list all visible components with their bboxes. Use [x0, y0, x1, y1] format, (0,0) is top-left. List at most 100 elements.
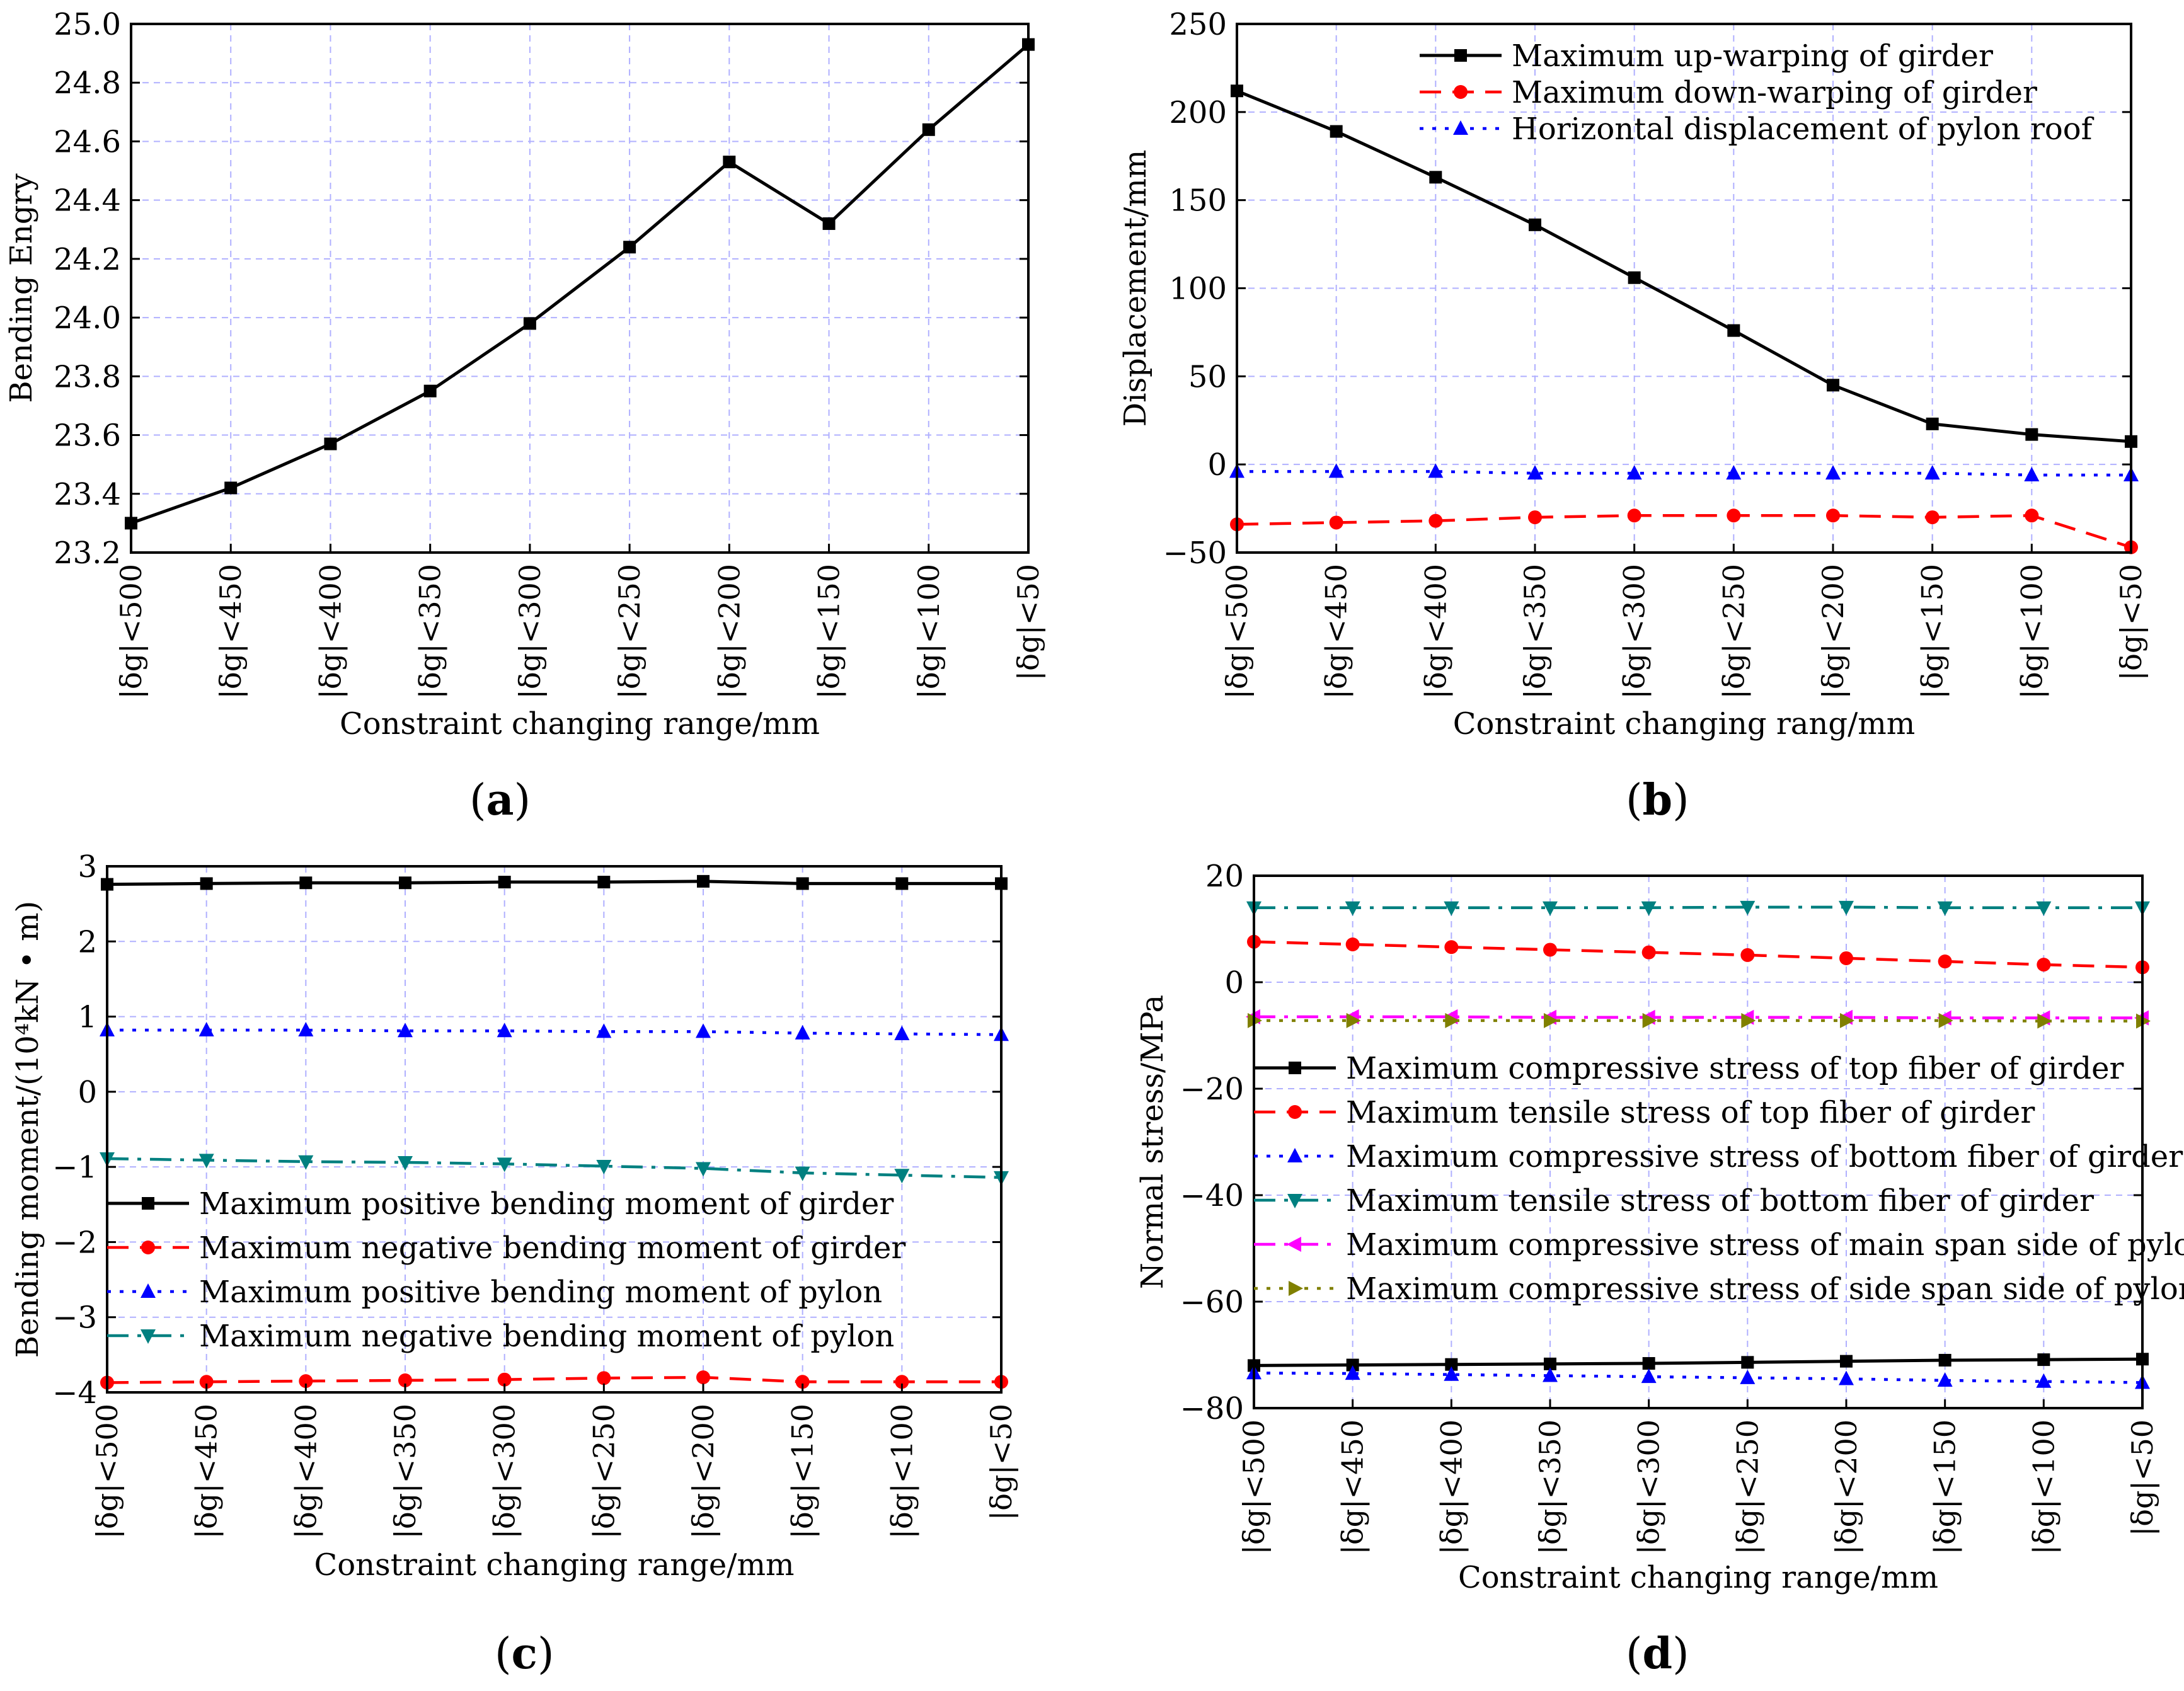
- data-point-d-2-8: [2036, 1373, 2052, 1388]
- plot-frame: [106, 865, 1003, 1394]
- x-tick-label: |δg|<150: [1916, 564, 1950, 699]
- data-point-c-2-7: [795, 1024, 810, 1040]
- x-tick-label: |δg|<500: [1220, 564, 1254, 699]
- legend-marker: [1289, 1062, 1301, 1074]
- legend-marker: [1454, 85, 1468, 99]
- chart-d: −80 −60 −40 −20 0 20 |δg|<500 |δg|<450 |δg|<400 |…: [1135, 859, 2184, 1595]
- data-point-b-2-6: [1825, 465, 1841, 480]
- x-tick-label: |δg|<500: [114, 564, 148, 699]
- x-tick-label: |δg|<350: [413, 564, 447, 699]
- data-point-b-1-2: [1428, 513, 1443, 528]
- data-point-a-0-3: [423, 384, 437, 398]
- data-point-c-3-8: [894, 1169, 910, 1184]
- legend-label: Maximum tensile stress of bottom fiber o…: [1346, 1183, 2094, 1218]
- data-point-b-1-6: [1826, 508, 1840, 523]
- data-point-b-0-2: [1429, 171, 1442, 184]
- data-point-b-1-5: [1727, 508, 1741, 523]
- y-tick-label: 3: [78, 849, 97, 885]
- x-tick-label: |δg|<100: [2026, 1419, 2060, 1554]
- y-tick-label: 25.0: [54, 7, 121, 42]
- data-point-d-3-8: [2036, 901, 2052, 916]
- legend-label: Maximum down-warping of girder: [1512, 75, 2037, 110]
- data-point-c-1-1: [199, 1375, 214, 1389]
- data-point-d-2-6: [1839, 1370, 1854, 1385]
- data-point-d-0-7: [1938, 1353, 1951, 1367]
- x-tick-label: |δg|<300: [513, 564, 547, 699]
- data-point-c-2-5: [596, 1023, 612, 1038]
- data-point-d-5-5: [1741, 1012, 1756, 1028]
- data-point-d-0-2: [1445, 1358, 1458, 1371]
- data-point-a-0-5: [623, 241, 636, 254]
- data-point-d-3-7: [1937, 901, 1953, 916]
- legend-marker: [142, 1197, 154, 1210]
- data-point-d-5-2: [1445, 1012, 1460, 1028]
- data-point-b-2-7: [1924, 465, 1940, 480]
- data-point-c-2-1: [198, 1022, 214, 1037]
- legend-marker: [141, 1283, 156, 1298]
- data-point-b-0-5: [1727, 324, 1740, 337]
- y-tick-label: −3: [52, 1300, 97, 1336]
- x-tick-label: |δg|<300: [488, 1404, 522, 1539]
- data-point-b-1-4: [1627, 508, 1641, 523]
- y-tick-label: 23.4: [54, 477, 121, 512]
- data-point-c-1-8: [895, 1375, 909, 1389]
- data-point-c-0-8: [895, 877, 909, 890]
- y-tick-label: 50: [1188, 359, 1227, 394]
- y-tick-label: 24.6: [54, 124, 121, 159]
- x-tick-label: |δg|<500: [90, 1404, 124, 1539]
- x-axis-title: Constraint changing rang/mm: [1453, 706, 1916, 742]
- series-line-b-0: [1236, 89, 2132, 444]
- legend-label: Maximum compressive stress of side span …: [1346, 1271, 2184, 1307]
- legend-marker: [1287, 1194, 1302, 1208]
- data-point-d-1-3: [1543, 943, 1557, 957]
- chart-c: −4 −3 −2 −1 0 1 2 3 |δg|<500 |δg|<450 |δg|<400 |δg|…: [10, 849, 1018, 1583]
- data-point-b-0-7: [1926, 417, 1939, 430]
- data-point-d-0-4: [1642, 1357, 1655, 1370]
- data-point-b-1-1: [1329, 515, 1343, 530]
- y-tick-label: −80: [1180, 1391, 1244, 1426]
- legend-label: Maximum up-warping of girder: [1512, 38, 1993, 74]
- data-point-d-3-5: [1740, 900, 1756, 915]
- data-point-b-2-3: [1527, 465, 1543, 480]
- y-axis-title: Displacement/mm: [1118, 150, 1153, 427]
- x-axis-title: Constraint changing range/mm: [1458, 1560, 1938, 1595]
- plot-frame: [130, 23, 1030, 554]
- series-line-c-0: [106, 880, 1001, 886]
- data-point-c-1-3: [398, 1373, 412, 1387]
- y-tick-label: 24.0: [54, 301, 121, 336]
- y-tick-label: 100: [1169, 272, 1227, 307]
- y-tick-label: −40: [1180, 1178, 1244, 1213]
- data-point-d-1-8: [2037, 958, 2051, 972]
- data-point-d-3-4: [1641, 901, 1657, 916]
- x-tick-label: |δg|<400: [1418, 564, 1452, 699]
- data-point-c-3-3: [398, 1155, 413, 1171]
- x-tick-label: |δg|<100: [2014, 564, 2049, 699]
- data-point-b-2-8: [2024, 466, 2040, 481]
- data-point-d-3-3: [1543, 901, 1558, 916]
- legend-label: Maximum compressive stress of bottom fib…: [1346, 1139, 2183, 1174]
- data-point-d-5-6: [1840, 1012, 1854, 1028]
- plot-frame: [1253, 874, 2144, 1409]
- x-tick-label: |δg|<450: [190, 1404, 224, 1539]
- x-axis-title: Constraint changing range/mm: [340, 706, 820, 742]
- y-tick-label: −60: [1180, 1285, 1244, 1320]
- x-tick-label: |δg|<200: [1829, 1419, 1863, 1554]
- x-tick-label: |δg|<350: [388, 1404, 422, 1539]
- data-point-c-0-2: [299, 876, 313, 890]
- data-point-d-5-1: [1346, 1012, 1361, 1028]
- legend-marker: [1287, 1148, 1302, 1162]
- data-point-d-2-3: [1543, 1367, 1558, 1382]
- x-tick-label: |δg|<400: [313, 564, 347, 699]
- data-point-d-0-5: [1741, 1356, 1754, 1369]
- series-line-d-4: [1254, 1015, 2142, 1019]
- y-tick-label: 0: [1207, 447, 1227, 483]
- x-tick-label: |δg|<200: [686, 1404, 720, 1539]
- data-point-c-1-4: [497, 1372, 512, 1387]
- y-axis-title: Bending Engry: [4, 173, 39, 403]
- data-point-a-0-2: [324, 437, 337, 450]
- data-point-c-0-5: [597, 876, 611, 889]
- data-point-c-3-7: [795, 1166, 810, 1181]
- data-point-c-0-4: [498, 876, 511, 889]
- data-point-c-0-7: [796, 877, 809, 890]
